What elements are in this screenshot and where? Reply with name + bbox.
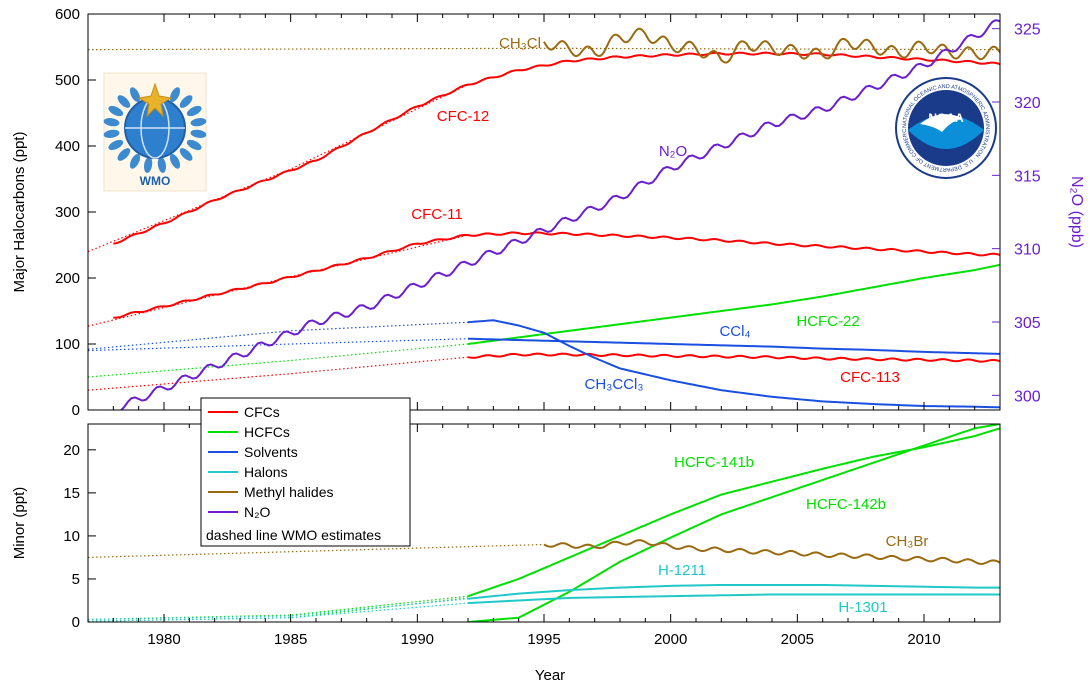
legend-label-methyl-halides: Methyl halides [244, 484, 334, 500]
y2-tick-label: 300 [1014, 388, 1041, 405]
wmo-laurel-leaf [179, 148, 193, 161]
series-line-ccl4 [467, 337, 1000, 355]
series-line-cfc-11 [113, 231, 1000, 319]
wmo-laurel-leaf [169, 153, 181, 169]
series-line-n2o [113, 19, 1000, 410]
legend: CFCs HCFCs Solvents Halons Methyl halides N₂O… [200, 397, 411, 547]
y-tick-label: 400 [55, 138, 80, 155]
wmo-laurel-leaf [108, 105, 124, 117]
wmo-estimate-ch3cl [88, 47, 1000, 51]
y-tick-label: 100 [55, 336, 80, 353]
series-label-n2o: N₂O [659, 143, 687, 160]
legend-label-hcfcs: HCFCs [244, 424, 290, 440]
x-tick-label: 2005 [781, 631, 814, 648]
series-line-ch3ccl3 [467, 319, 1000, 409]
wmo-estimate-ch3br [88, 543, 545, 559]
y-axis-title-minor: Minor (ppt) [11, 487, 28, 560]
series-label-h-1211: H-1211 [658, 562, 706, 579]
series-label-cfc-12: CFC-12 [437, 108, 490, 125]
series-label-ch3cl: CH₃Cl [499, 35, 541, 52]
x-tick-label: 1995 [527, 631, 560, 648]
major-panel-plot [88, 19, 1000, 410]
y-tick-label: 0 [72, 614, 80, 631]
series-label-ch3ccl3: CH₃CCl₃ [585, 376, 644, 393]
series-label-ch3br: CH₃Br [886, 533, 929, 550]
x-tick-label: 2000 [654, 631, 687, 648]
legend-label-cfcs: CFCs [244, 404, 280, 420]
wmo-estimate-cfc-113 [88, 356, 469, 391]
x-tick-label: 1990 [401, 631, 434, 648]
series-line-cfc-12 [113, 51, 1000, 245]
series-label-hcfc-142b: HCFC-142b [806, 496, 886, 513]
y-tick-label: 600 [55, 6, 80, 23]
series-line-h-1211 [467, 583, 1000, 600]
wmo-laurel-leaf [179, 95, 193, 108]
wmo-laurel-leaf [117, 95, 131, 108]
y-tick-label: 20 [63, 442, 80, 459]
y-axis-title-major: Major Halocarbons (ppt) [11, 132, 28, 293]
wmo-laurel-leaf [186, 105, 202, 117]
y2-tick-label: 315 [1014, 168, 1041, 185]
y2-tick-label: 305 [1014, 315, 1041, 332]
wmo-logo: WMO [103, 72, 207, 192]
series-line-ch3cl [543, 27, 1000, 64]
legend-note: dashed line WMO estimates [206, 527, 381, 543]
wmo-laurel-leaf [129, 87, 141, 103]
wmo-laurel-leaf [186, 139, 202, 151]
wmo-star [137, 82, 173, 118]
x-axis-title: Year [535, 667, 565, 684]
wmo-laurel-leaf [169, 87, 181, 103]
legend-label-solvents: Solvents [244, 444, 298, 460]
wmo-estimate-ch3ccl3 [88, 321, 469, 350]
wmo-estimate-hcfc-141b [88, 595, 469, 621]
wmo-laurel-leaf [143, 157, 153, 173]
y-tick-label: 10 [63, 528, 80, 545]
y2-tick-label: 310 [1014, 242, 1041, 259]
wmo-estimate-h-1211 [88, 598, 469, 621]
series-line-hcfc-22 [467, 263, 1000, 345]
noaa-bird [920, 114, 962, 132]
minor-panel-plot [88, 424, 1000, 622]
y2-tick-label: 325 [1014, 22, 1041, 39]
series-label-cfc-11: CFC-11 [411, 206, 462, 223]
series-line-cfc-113 [467, 352, 1000, 363]
series-label-h-1301: H-1301 [838, 599, 887, 616]
x-tick-label: 1985 [274, 631, 307, 648]
wmo-laurel-leaf [190, 129, 207, 138]
series-label-hcfc-22: HCFC-22 [796, 313, 859, 330]
noaa-logo-text: NOAA [928, 111, 964, 125]
x-tick-label: 2010 [907, 631, 940, 648]
wmo-estimate-ccl4 [88, 338, 469, 352]
wmo-laurel-leaf [129, 153, 141, 169]
series-label-ccl4: CCl₄ [719, 323, 750, 340]
y-tick-label: 5 [72, 571, 80, 588]
wmo-laurel-leaf [157, 157, 167, 173]
wmo-laurel-leaf [117, 148, 131, 161]
wmo-logo-text: WMO [140, 174, 171, 188]
y-tick-label: 500 [55, 72, 80, 89]
series-line-ch3br [543, 539, 1000, 565]
y-tick-label: 15 [63, 485, 80, 502]
series-label-cfc-113: CFC-113 [840, 369, 900, 386]
series-line-hcfc-141b [467, 427, 1000, 598]
wmo-laurel-leaf [108, 139, 124, 151]
y-tick-label: 200 [55, 270, 80, 287]
y-tick-label: 300 [55, 204, 80, 221]
wmo-laurel-leaf [190, 118, 207, 127]
legend-label-halons: Halons [244, 464, 288, 480]
series-label-hcfc-141b: HCFC-141b [674, 454, 754, 471]
wmo-estimate-cfc-12 [88, 84, 469, 253]
series-line-h-1301 [467, 593, 1000, 605]
wmo-estimate-h-1301 [88, 602, 469, 622]
wmo-laurel-leaf [103, 118, 120, 127]
y2-axis-title: N₂O (ppb) [1068, 176, 1085, 248]
wmo-laurel-leaf [103, 129, 120, 138]
y2-tick-label: 320 [1014, 95, 1041, 112]
y-tick-label: 0 [72, 402, 80, 419]
legend-label-n2o: N₂O [244, 504, 271, 520]
series-line-hcfc-142b [467, 424, 1000, 622]
x-tick-label: 1980 [147, 631, 180, 648]
